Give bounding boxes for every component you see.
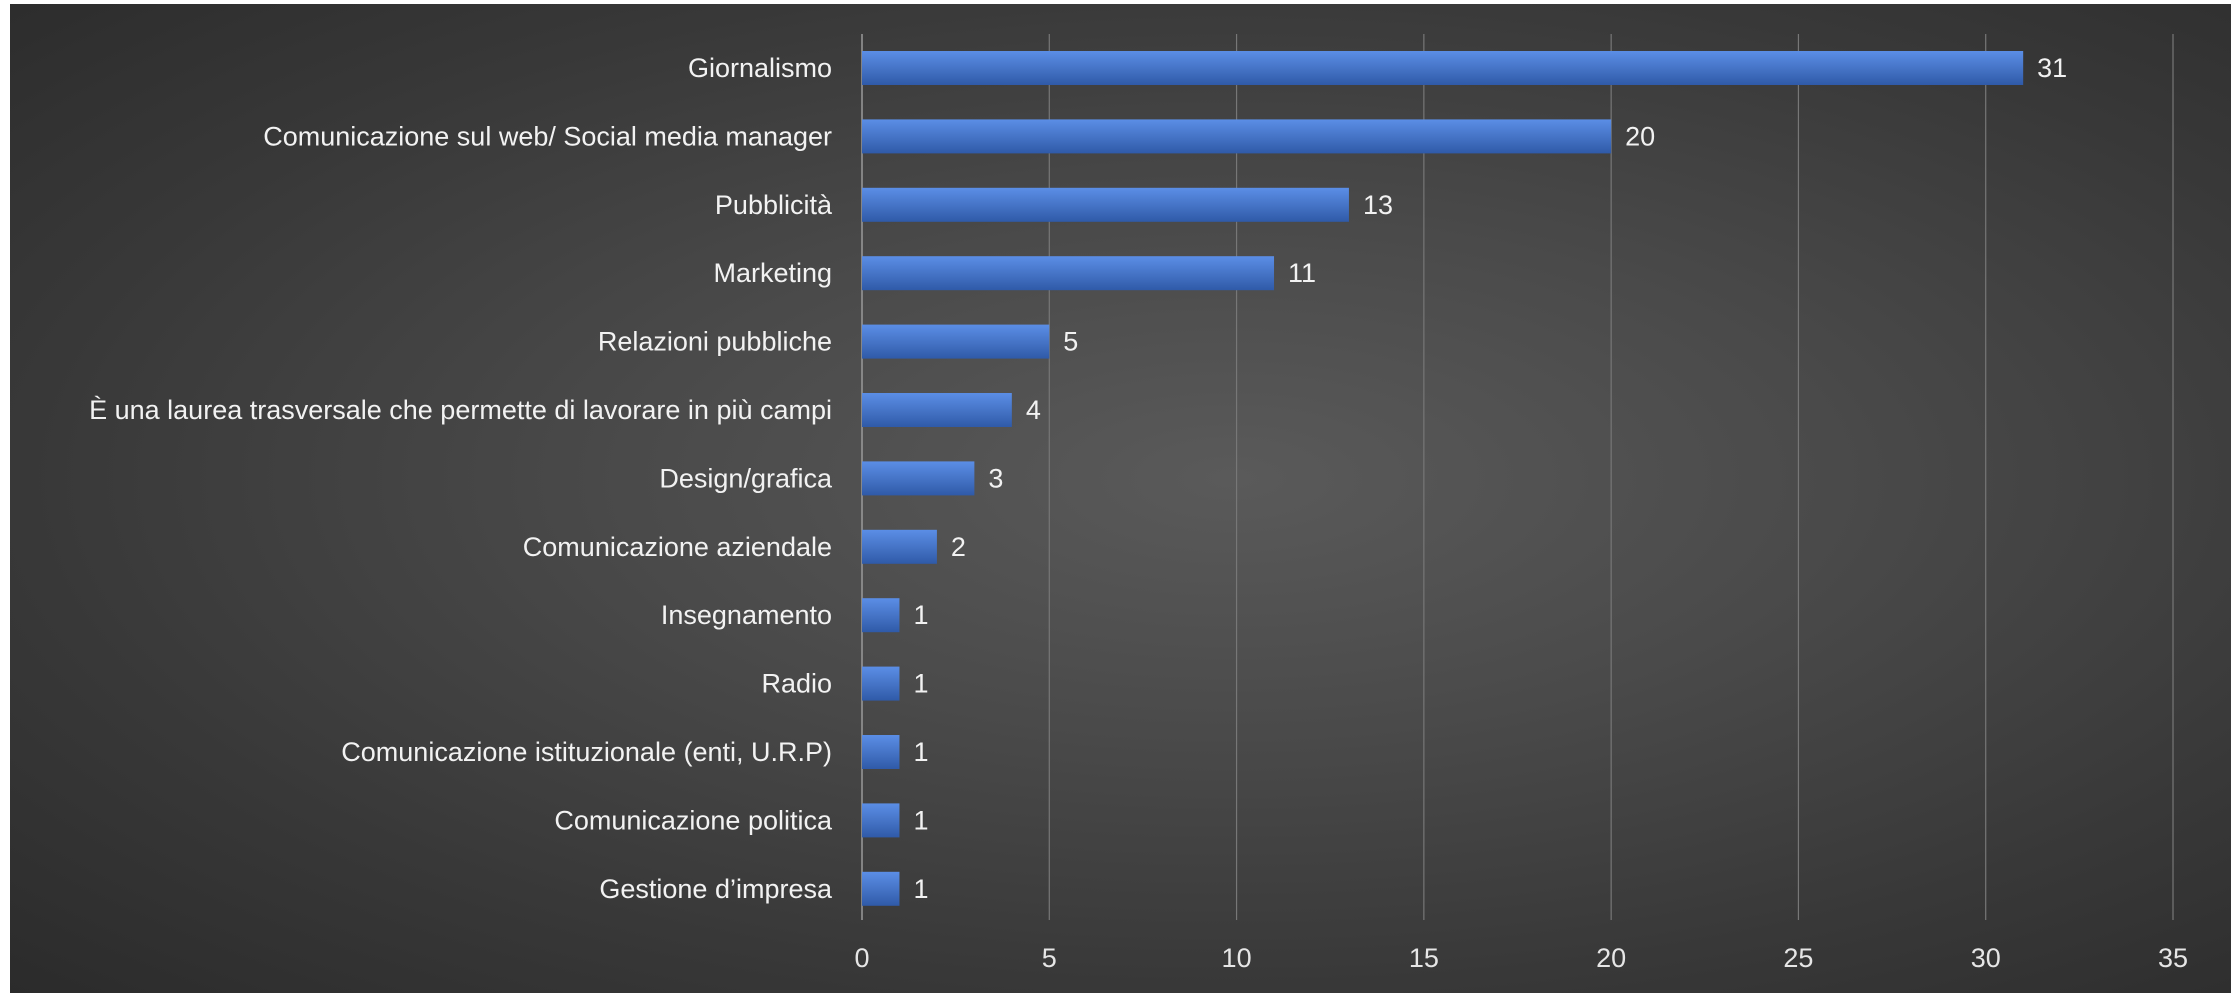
data-label: 11 xyxy=(1288,258,1316,288)
bar xyxy=(862,187,1349,222)
category-label: Design/grafica xyxy=(659,463,833,493)
data-label: 2 xyxy=(951,532,966,562)
bar xyxy=(862,735,900,769)
x-tick-label: 10 xyxy=(1222,943,1252,973)
gridlines xyxy=(861,34,2174,920)
category-label: Radio xyxy=(761,669,832,699)
data-label: 1 xyxy=(913,669,928,699)
x-tick-label: 5 xyxy=(1042,943,1057,973)
category-label: Marketing xyxy=(713,258,832,288)
data-label: 3 xyxy=(988,463,1003,493)
x-tick-label: 0 xyxy=(854,943,869,973)
category-label: Relazioni pubbliche xyxy=(598,327,832,357)
bar xyxy=(862,256,1275,291)
bar-chart: Giornalismo Comunicazione sul web/ Social… xyxy=(89,34,2188,973)
x-tick-label: 15 xyxy=(1409,943,1439,973)
category-label: È una laurea trasversale che permette di… xyxy=(89,395,832,425)
data-label: 1 xyxy=(913,600,928,630)
bar xyxy=(862,529,937,564)
bar xyxy=(862,461,975,496)
data-label: 13 xyxy=(1363,190,1393,220)
bars xyxy=(862,51,2024,906)
category-label: Gestione d’impresa xyxy=(599,874,833,904)
data-label: 1 xyxy=(913,737,928,767)
category-label: Pubblicità xyxy=(715,190,833,220)
bar xyxy=(862,324,1050,359)
data-label: 20 xyxy=(1625,121,1655,151)
x-axis-ticks: 0 5 10 15 20 25 30 35 xyxy=(854,943,2188,973)
category-labels: Giornalismo Comunicazione sul web/ Social… xyxy=(89,53,833,904)
category-label: Comunicazione politica xyxy=(554,805,833,835)
bar xyxy=(862,803,900,838)
category-label: Comunicazione istituzionale (enti, U.R.P… xyxy=(341,737,832,767)
category-label: Giornalismo xyxy=(688,53,832,83)
category-label: Insegnamento xyxy=(661,600,832,630)
bar xyxy=(862,598,900,633)
bar xyxy=(862,666,900,701)
category-label: Comunicazione aziendale xyxy=(523,532,832,562)
chart-area: Giornalismo Comunicazione sul web/ Social… xyxy=(10,4,2231,993)
data-label: 31 xyxy=(2037,53,2067,83)
bar xyxy=(862,393,1012,427)
data-label: 4 xyxy=(1026,395,1041,425)
x-tick-label: 25 xyxy=(1783,943,1813,973)
bar xyxy=(862,119,1612,154)
bar xyxy=(862,871,900,906)
category-label: Comunicazione sul web/ Social media mana… xyxy=(263,121,832,151)
x-tick-label: 35 xyxy=(2158,943,2188,973)
data-label: 1 xyxy=(913,874,928,904)
x-tick-label: 30 xyxy=(1971,943,2001,973)
data-label: 1 xyxy=(913,805,928,835)
x-tick-label: 20 xyxy=(1596,943,1626,973)
data-label: 5 xyxy=(1063,327,1078,357)
bar xyxy=(862,51,2024,85)
